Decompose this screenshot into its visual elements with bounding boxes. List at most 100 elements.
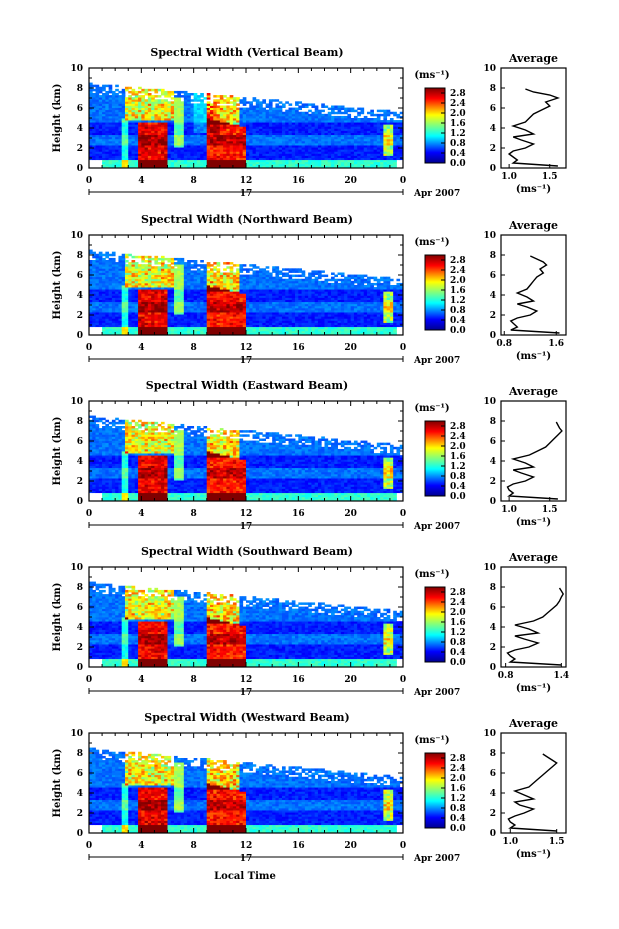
heatmap-cell: [95, 295, 100, 298]
heatmap-cell: [308, 157, 312, 161]
heatmap-cell: [134, 307, 139, 311]
heatmap-cell: [226, 113, 231, 117]
heatmap-cell: [157, 124, 162, 127]
heatmap-cell: [337, 105, 342, 108]
heatmap-cell: [216, 155, 221, 158]
heatmap-cell: [213, 113, 217, 117]
heatmap-cell: [337, 120, 342, 123]
heatmap-cell: [265, 151, 270, 154]
heatmap-cell: [291, 140, 296, 144]
heatmap-cell: [151, 147, 155, 150]
heatmap-cell: [232, 97, 237, 100]
heatmap-cell: [255, 124, 260, 127]
heatmap-cell: [308, 155, 312, 158]
heatmap-cell: [386, 153, 391, 156]
heatmap-cell: [187, 93, 191, 96]
heatmap-cell: [174, 140, 178, 144]
heatmap-cell: [347, 153, 352, 156]
heatmap-cell: [121, 320, 126, 323]
heatmap-cell: [177, 155, 181, 158]
heatmap-cell: [344, 165, 348, 169]
heatmap-cell: [111, 97, 116, 100]
heatmap-cell: [134, 274, 139, 278]
heatmap-cell: [118, 297, 123, 300]
heatmap-cell: [393, 143, 397, 146]
heatmap-cell: [295, 165, 299, 169]
heatmap-cell: [275, 111, 280, 115]
heatmap-cell: [141, 105, 145, 108]
heatmap-cell: [105, 157, 110, 161]
heatmap-cell: [350, 147, 355, 150]
heatmap-cell: [102, 126, 106, 129]
heatmap-cell: [108, 113, 113, 117]
heatmap-cell: [141, 157, 145, 161]
heatmap-cell: [298, 132, 302, 136]
heatmap-cell: [134, 278, 139, 282]
heatmap-cell: [229, 105, 234, 108]
heatmap-cell: [121, 295, 126, 298]
heatmap-cell: [317, 159, 322, 163]
heatmap-cell: [124, 332, 129, 336]
heatmap-cell: [255, 115, 260, 119]
heatmap-cell: [278, 107, 283, 111]
heatmap-cell: [108, 291, 113, 294]
heatmap-cell: [196, 111, 201, 115]
heatmap-cell: [295, 115, 299, 119]
heatmap-cell: [115, 305, 119, 309]
heatmap-cell: [98, 314, 103, 317]
heatmap-cell: [373, 145, 378, 148]
heatmap-cell: [154, 115, 159, 119]
heatmap-cell: [265, 120, 270, 123]
heatmap-cell: [92, 285, 96, 288]
heatmap-cell: [347, 120, 352, 123]
heatmap-cell: [203, 157, 208, 161]
heatmap-cell: [111, 161, 116, 165]
heatmap-cell: [265, 157, 270, 161]
heatmap-cell: [353, 147, 358, 150]
heatmap-cell: [98, 132, 103, 136]
heatmap-cell: [98, 264, 103, 267]
heatmap-cell: [138, 138, 142, 142]
heatmap-cell: [115, 128, 119, 131]
heatmap-cell: [128, 126, 132, 129]
heatmap-cell: [236, 138, 240, 142]
heatmap-cell: [288, 140, 293, 144]
heatmap-cell: [219, 130, 224, 133]
heatmap-cell: [353, 122, 358, 125]
heatmap-cell: [255, 101, 260, 104]
heatmap-cell: [295, 120, 299, 123]
heatmap-cell: [124, 322, 129, 325]
heatmap-cell: [291, 163, 296, 167]
heatmap-cell: [95, 143, 100, 146]
heatmap-cell: [164, 105, 168, 108]
heatmap-cell: [200, 103, 204, 106]
heatmap-cell: [380, 157, 384, 161]
heatmap-cell: [89, 120, 93, 123]
heatmap-cell: [138, 86, 142, 90]
heatmap-cell: [370, 113, 374, 117]
heatmap-cell: [154, 151, 159, 154]
heatmap-cell: [196, 128, 201, 131]
heatmap-cell: [393, 155, 397, 158]
heatmap-cell: [268, 103, 273, 106]
heatmap-cell: [121, 132, 126, 136]
heatmap-cell: [301, 153, 306, 156]
heatmap-cell: [291, 151, 296, 154]
heatmap-cell: [255, 157, 260, 161]
heatmap-cell: [118, 324, 123, 328]
heatmap-cell: [183, 99, 188, 102]
heatmap-cell: [180, 161, 185, 165]
heatmap-cell: [321, 113, 325, 117]
heatmap-cell: [236, 136, 240, 140]
heatmap-cell: [232, 103, 237, 106]
heatmap-cell: [380, 124, 384, 127]
heatmap-cell: [124, 97, 129, 100]
heatmap-cell: [102, 163, 106, 167]
heatmap-cell: [105, 272, 110, 275]
heatmap-cell: [396, 143, 401, 146]
heatmap-cell: [121, 257, 126, 261]
heatmap-cell: [396, 153, 401, 156]
heatmap-cell: [118, 307, 123, 311]
heatmap-cell: [174, 103, 178, 106]
heatmap-cell: [121, 111, 126, 115]
